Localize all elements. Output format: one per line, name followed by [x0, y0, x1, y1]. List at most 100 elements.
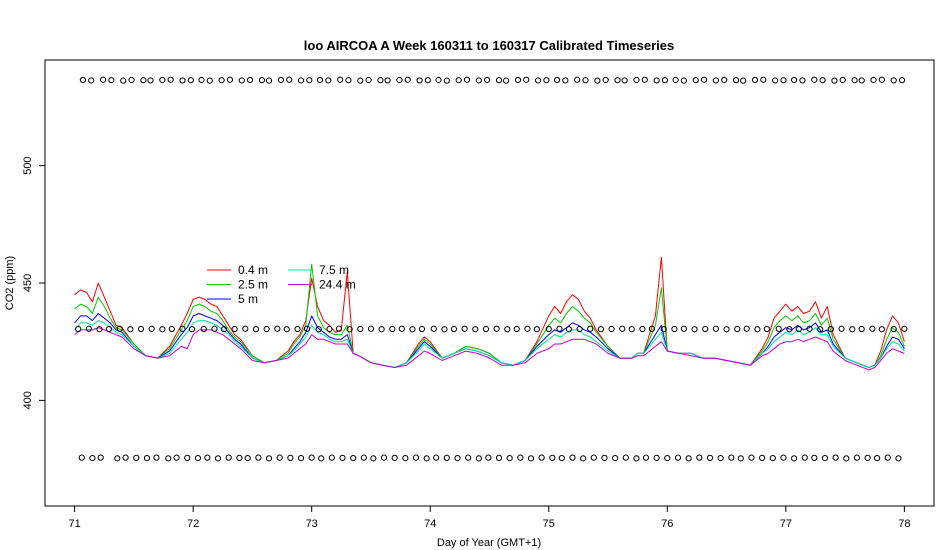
calibration-point — [574, 76, 581, 83]
x-tick-label: 75 — [543, 518, 555, 530]
calibration-point — [396, 76, 403, 84]
calibration-point — [506, 455, 513, 462]
calibration-point — [147, 77, 154, 84]
points-layer — [75, 76, 908, 462]
calibration-point — [696, 454, 703, 461]
x-tick-label: 71 — [69, 518, 81, 530]
calibration-point — [700, 76, 708, 83]
calibration-point — [416, 77, 423, 84]
calibration-point — [360, 454, 367, 461]
calibration-point — [795, 325, 802, 333]
calibration-point — [754, 326, 761, 333]
calibration-point — [465, 454, 472, 461]
calibration-point — [524, 325, 531, 332]
calibration-point — [402, 455, 409, 462]
calibration-point — [884, 454, 891, 461]
calibration-point — [384, 77, 391, 84]
calibration-point — [283, 326, 290, 333]
x-axis: 71 72 73 74 75 76 77 78 — [69, 505, 910, 530]
calibration-point — [612, 455, 619, 462]
calibration-point — [454, 455, 461, 462]
calibration-point — [680, 77, 687, 84]
calibration-point — [514, 76, 522, 84]
y-axis: 400 450 500 — [22, 156, 45, 410]
calibration-point — [450, 325, 458, 333]
calibration-point — [633, 455, 640, 462]
calibration-point — [211, 325, 218, 332]
calibration-point — [418, 325, 426, 333]
calibration-point — [430, 325, 437, 332]
calibration-point — [772, 77, 779, 84]
calibration-point — [214, 455, 222, 462]
x-tick-label: 72 — [187, 518, 199, 530]
calibration-point — [569, 454, 576, 461]
calibration-point — [303, 325, 311, 332]
calibration-point — [433, 454, 440, 461]
calibration-point — [244, 455, 251, 462]
calibration-point — [179, 325, 186, 332]
series-layer — [74, 256, 905, 371]
calibration-point — [255, 454, 262, 461]
calibration-point — [495, 454, 503, 461]
calibration-point — [576, 325, 583, 333]
calibration-point — [108, 77, 115, 84]
calibration-point — [843, 455, 850, 462]
calibration-point — [819, 77, 826, 84]
calibration-point — [206, 77, 213, 84]
calibration-point — [391, 454, 398, 461]
calibration-point — [721, 76, 728, 84]
calibration-point — [653, 454, 660, 461]
calibration-point — [287, 454, 294, 461]
calibration-point — [565, 326, 573, 333]
calibration-point — [664, 455, 671, 462]
calibration-point — [335, 325, 343, 332]
calibration-point — [188, 326, 196, 333]
calibration-point — [562, 77, 569, 84]
calibration-point — [75, 325, 82, 333]
calibration-point — [898, 77, 906, 84]
calibration-point — [435, 76, 442, 84]
calibration-point — [870, 76, 877, 84]
calibration-point — [404, 76, 411, 83]
calibration-point — [545, 325, 552, 333]
calibration-point — [769, 455, 776, 462]
calibration-point — [398, 325, 405, 332]
calibration-point — [455, 77, 462, 84]
calibration-point — [328, 454, 335, 461]
calibration-point — [242, 325, 249, 332]
calibration-point — [276, 454, 283, 461]
calibration-point — [133, 454, 140, 461]
calibration-point — [594, 77, 601, 84]
calibration-point — [443, 77, 450, 84]
x-tick-label: 78 — [898, 518, 910, 530]
x-tick-label: 77 — [780, 518, 792, 530]
calibration-point — [218, 77, 225, 84]
calibration-point — [728, 454, 735, 461]
calibration-point — [717, 455, 724, 462]
calibration-point — [367, 325, 375, 332]
calibration-point — [734, 325, 741, 333]
calibration-point — [558, 455, 565, 462]
y-axis-label: CO2 (ppm) — [4, 256, 16, 310]
calibration-point — [849, 326, 856, 333]
calibration-point — [621, 77, 628, 84]
calibration-point — [527, 455, 535, 462]
calibration-point — [88, 77, 95, 84]
calibration-point — [128, 76, 135, 84]
calibration-point — [641, 76, 648, 83]
calibration-point — [226, 76, 234, 83]
calibration-point — [200, 325, 207, 333]
calibration-point — [346, 326, 353, 333]
calibration-point — [639, 325, 646, 333]
calibration-point — [339, 454, 346, 461]
calibration-point — [475, 455, 482, 462]
calibration-point — [661, 77, 669, 84]
calibration-point — [791, 76, 798, 84]
calibration-point — [672, 76, 679, 84]
calibration-point — [869, 325, 876, 332]
calibration-point — [590, 454, 597, 461]
y-tick-label: 450 — [22, 274, 34, 292]
calibration-point — [441, 326, 448, 333]
calibration-point — [423, 455, 430, 462]
calibration-point — [878, 76, 885, 83]
